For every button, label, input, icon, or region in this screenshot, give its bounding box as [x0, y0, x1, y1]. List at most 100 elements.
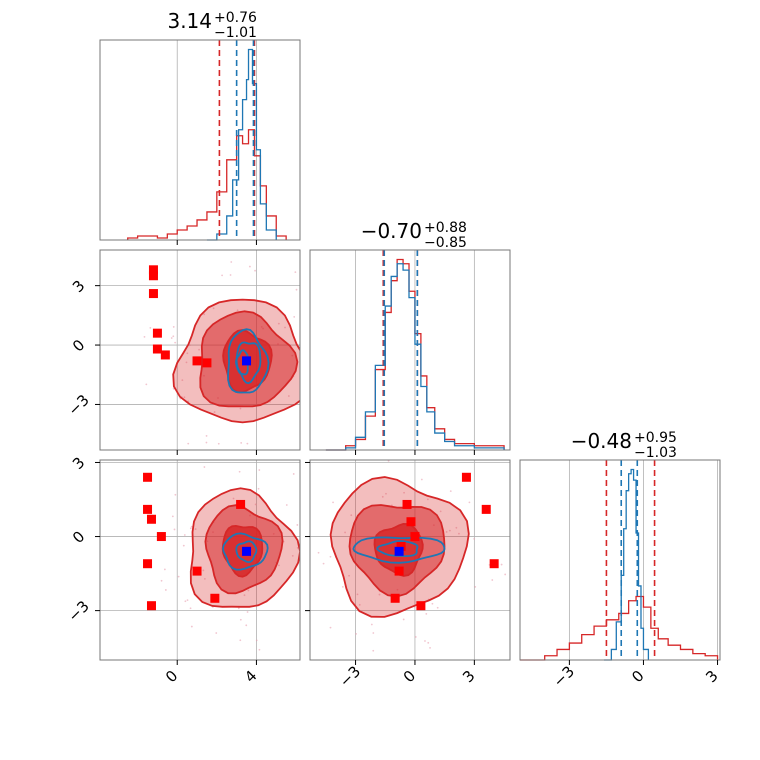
sample-point	[246, 442, 249, 445]
panel-content	[317, 460, 507, 652]
title-upper-error: +0.76	[214, 10, 257, 26]
sample-point	[403, 491, 405, 494]
joint-panel-1-2	[309, 459, 511, 661]
y-tick-label: −3	[65, 391, 93, 419]
sample-point	[255, 639, 258, 642]
red-square-marker	[152, 344, 162, 354]
sample-point	[378, 593, 381, 596]
sample-point	[372, 632, 375, 634]
panel-frame	[99, 459, 301, 661]
sample-point	[185, 361, 188, 364]
sample-point	[215, 632, 218, 634]
red-square-marker	[160, 350, 170, 360]
sample-point	[245, 624, 248, 627]
red-square-marker	[143, 559, 153, 569]
sample-point	[344, 531, 346, 534]
title-value: 3.14	[167, 9, 212, 33]
sample-point	[149, 326, 152, 329]
sample-point	[385, 492, 387, 495]
joint-panel-0-2	[99, 457, 303, 661]
red-square-marker	[152, 328, 162, 338]
red-square-marker	[461, 472, 471, 482]
panel-frame	[309, 249, 511, 451]
red-square-marker	[410, 532, 420, 542]
x-tick-label: −3	[336, 662, 364, 690]
sample-point	[491, 579, 494, 581]
sample-point	[468, 501, 471, 504]
sample-point	[424, 640, 426, 642]
sample-point	[284, 326, 286, 329]
sample-point	[301, 519, 303, 521]
red-square-marker	[416, 601, 426, 611]
red-square-marker	[148, 265, 158, 275]
sample-point	[254, 503, 257, 506]
sample-point	[239, 407, 242, 410]
panel-title-2: −0.48 +0.95−1.03	[571, 429, 677, 461]
x-tick-label: 3	[459, 667, 478, 686]
sample-point	[402, 618, 405, 621]
red-square-marker	[406, 517, 416, 527]
sample-point	[427, 641, 430, 644]
sample-point	[248, 265, 251, 268]
sample-point	[246, 611, 249, 613]
title-value: −0.48	[571, 429, 632, 453]
sample-point	[436, 606, 439, 609]
sample-point	[258, 469, 261, 471]
sample-point	[414, 636, 417, 638]
sample-point	[258, 648, 261, 651]
blue-square-marker	[242, 356, 252, 366]
sample-point	[172, 335, 175, 338]
blue-contour-level-2	[376, 540, 419, 558]
sample-point	[317, 551, 320, 554]
sample-point	[189, 527, 192, 530]
sample-point	[257, 487, 260, 490]
sample-point	[182, 544, 185, 547]
sample-point	[302, 378, 304, 380]
sample-point	[474, 585, 477, 588]
sample-point	[229, 274, 232, 276]
histogram-blue	[206, 48, 277, 241]
sample-point	[217, 442, 220, 445]
panel-title-1: −0.70 +0.88−0.85	[361, 219, 467, 251]
sample-point	[439, 510, 442, 513]
sample-point	[420, 478, 423, 481]
sample-point	[296, 524, 299, 526]
red-square-marker	[143, 504, 153, 514]
sample-point	[307, 359, 309, 361]
sample-point	[341, 585, 344, 588]
sample-point	[217, 457, 219, 459]
sample-point	[449, 490, 452, 493]
red-square-marker	[202, 358, 212, 368]
sample-point	[174, 341, 177, 344]
red-square-marker	[210, 593, 220, 603]
sample-point	[163, 568, 166, 571]
histogram-blue	[325, 263, 505, 451]
sample-point	[236, 309, 239, 312]
y-tick-label: 3	[69, 277, 88, 296]
sample-point	[188, 344, 191, 347]
sample-point	[186, 599, 189, 601]
sample-point	[329, 626, 332, 629]
sample-point	[240, 442, 243, 444]
marginal-panel-2: −0.48 +0.95−1.03	[519, 429, 721, 661]
x-tick-label: 0	[628, 667, 647, 686]
x-tick-label: 4	[241, 667, 260, 686]
title-upper-error: +0.95	[634, 430, 677, 446]
blue-contour-level-1	[222, 532, 269, 571]
sample-point	[473, 538, 476, 540]
sample-point	[285, 504, 288, 506]
title-value: −0.70	[361, 219, 422, 243]
red-square-marker	[146, 514, 156, 524]
sample-point	[164, 589, 167, 591]
red-square-marker	[156, 532, 166, 542]
y-tick-label: 0	[69, 336, 88, 355]
sample-point	[183, 396, 186, 399]
red-square-marker	[192, 356, 202, 366]
sample-point	[431, 602, 434, 605]
sample-point	[230, 261, 233, 263]
y-tick-label: 0	[69, 528, 88, 547]
sample-point	[292, 473, 295, 475]
sample-point	[145, 383, 148, 386]
title-lower-error: −1.03	[634, 445, 677, 461]
sample-point	[425, 612, 428, 615]
